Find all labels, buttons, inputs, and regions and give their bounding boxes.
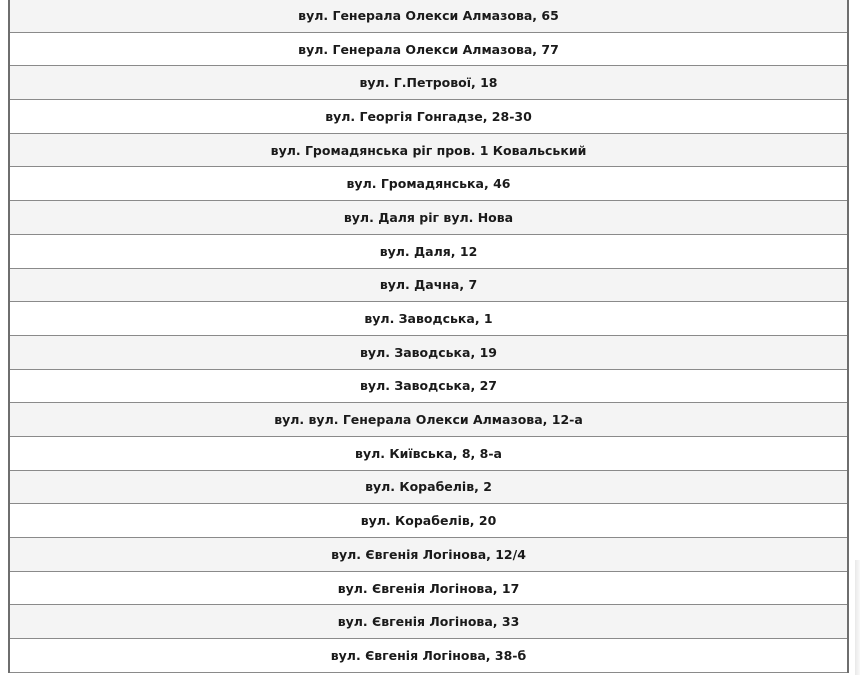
address-cell: вул. Євгенія Логінова, 12/4 <box>8 537 849 572</box>
side-panel-edge <box>855 560 860 675</box>
address-cell: вул. Даля, 12 <box>8 233 849 269</box>
table-row: вул. Даля ріг вул. Нова <box>8 200 849 235</box>
table-row: вул. Заводська, 1 <box>8 301 849 336</box>
address-cell: вул. Дачна, 7 <box>8 267 849 303</box>
address-cell: вул. Георгія Гонгадзе, 28-30 <box>8 99 849 134</box>
address-cell: вул. Генерала Олекси Алмазова, 77 <box>8 31 849 67</box>
table-row: вул. Корабелів, 20 <box>8 503 849 538</box>
address-cell: вул. вул. Генерала Олекси Алмазова, 12-а <box>8 402 849 437</box>
address-cell: вул. Євгенія Логінова, 38-б <box>8 638 849 673</box>
address-cell: вул. Даля ріг вул. Нова <box>8 200 849 235</box>
address-cell: вул. Корабелів, 2 <box>8 469 849 505</box>
table-row: вул. Громадянська, 46 <box>8 166 849 202</box>
address-cell: вул. Громадянська, 46 <box>8 166 849 202</box>
table-row: вул. Заводська, 19 <box>8 334 849 370</box>
table-row: вул. вул. Генерала Олекси Алмазова, 12-а <box>8 402 849 437</box>
table-row: вул. Корабелів, 2 <box>8 469 849 505</box>
address-cell: вул. Громадянська ріг пров. 1 Ковальськи… <box>8 132 849 168</box>
table-row: вул. Громадянська ріг пров. 1 Ковальськи… <box>8 132 849 168</box>
table-row: вул. Георгія Гонгадзе, 28-30 <box>8 99 849 134</box>
address-cell: вул. Заводська, 1 <box>8 301 849 336</box>
address-cell: вул. Г.Петрової, 18 <box>8 65 849 101</box>
table-row: вул. Генерала Олекси Алмазова, 77 <box>8 31 849 67</box>
address-cell: вул. Корабелів, 20 <box>8 503 849 538</box>
table-row: вул. Євгенія Логінова, 33 <box>8 604 849 640</box>
address-table: вул. Генерала Олекси Алмазова, 65 вул. Ге… <box>8 0 849 673</box>
table-row: вул. Заводська, 27 <box>8 368 849 404</box>
address-cell: вул. Генерала Олекси Алмазова, 65 <box>8 0 849 33</box>
table-row: вул. Дачна, 7 <box>8 267 849 303</box>
table-row: вул. Генерала Олекси Алмазова, 65 <box>8 0 849 33</box>
address-cell: вул. Заводська, 27 <box>8 368 849 404</box>
table-row: вул. Київська, 8, 8-а <box>8 435 849 471</box>
address-cell: вул. Київська, 8, 8-а <box>8 435 849 471</box>
table-row: вул. Євгенія Логінова, 38-б <box>8 638 849 673</box>
table-row: вул. Даля, 12 <box>8 233 849 269</box>
table-row: вул. Г.Петрової, 18 <box>8 65 849 101</box>
table-row: вул. Євгенія Логінова, 17 <box>8 570 849 606</box>
address-cell: вул. Заводська, 19 <box>8 334 849 370</box>
address-cell: вул. Євгенія Логінова, 33 <box>8 604 849 640</box>
address-cell: вул. Євгенія Логінова, 17 <box>8 570 849 606</box>
table-row: вул. Євгенія Логінова, 12/4 <box>8 537 849 572</box>
